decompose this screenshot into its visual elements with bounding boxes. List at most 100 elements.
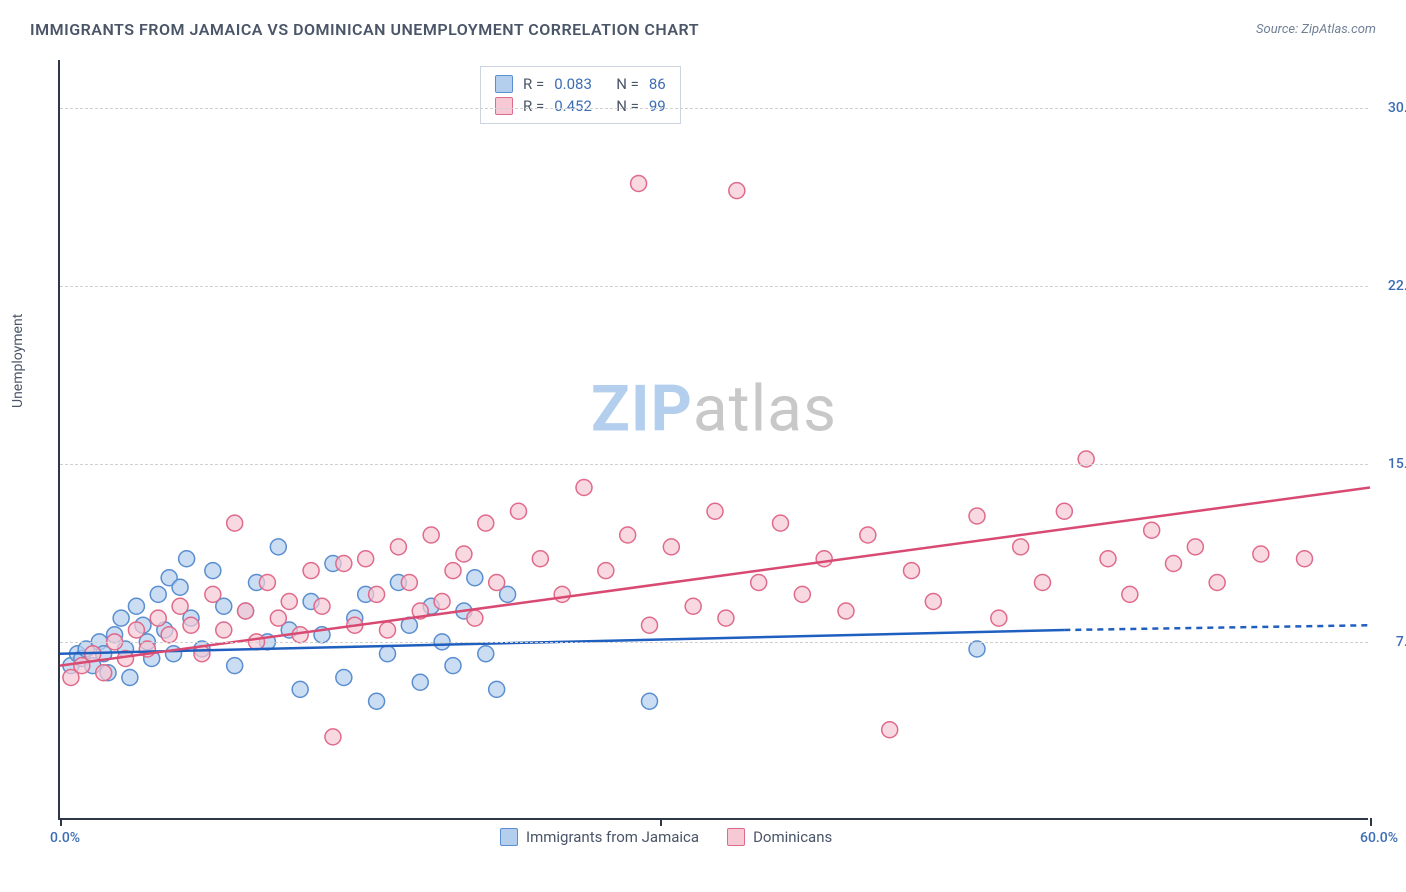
data-point xyxy=(172,598,188,614)
data-point xyxy=(150,610,166,626)
legend-series-label: Immigrants from Jamaica xyxy=(526,828,699,846)
data-point xyxy=(1253,546,1269,562)
data-point xyxy=(380,622,396,638)
legend-series-label: Dominicans xyxy=(753,828,832,846)
data-point xyxy=(380,646,396,662)
data-point xyxy=(369,586,385,602)
gridline xyxy=(60,642,1368,643)
data-point xyxy=(554,586,570,602)
legend-swatch xyxy=(500,828,518,846)
legend-swatch xyxy=(727,828,745,846)
data-point xyxy=(598,563,614,579)
trend-line-extrapolated xyxy=(1064,625,1370,630)
data-point xyxy=(685,598,701,614)
data-point xyxy=(336,670,352,686)
data-point xyxy=(511,503,527,519)
data-point xyxy=(303,563,319,579)
data-point xyxy=(925,594,941,610)
data-point xyxy=(969,508,985,524)
data-point xyxy=(631,176,647,192)
data-point xyxy=(227,658,243,674)
data-point xyxy=(423,527,439,543)
y-axis-label: Unemployment xyxy=(10,314,26,408)
data-point xyxy=(150,586,166,602)
x-tick-marker xyxy=(660,818,662,826)
data-point xyxy=(1013,539,1029,555)
data-point xyxy=(1209,575,1225,591)
y-tick-label: 15.0% xyxy=(1388,456,1406,472)
data-point xyxy=(128,598,144,614)
data-point xyxy=(172,579,188,595)
data-point xyxy=(1144,522,1160,538)
data-point xyxy=(166,646,182,662)
data-point xyxy=(113,610,129,626)
x-tick-label: 60.0% xyxy=(1360,830,1398,846)
y-tick-label: 22.5% xyxy=(1388,278,1406,294)
data-point xyxy=(205,563,221,579)
data-point xyxy=(794,586,810,602)
data-point xyxy=(718,610,734,626)
data-point xyxy=(445,563,461,579)
data-point xyxy=(642,617,658,633)
legend-series-item: Immigrants from Jamaica xyxy=(500,828,699,846)
data-point xyxy=(412,674,428,690)
data-point xyxy=(532,551,548,567)
data-point xyxy=(882,722,898,738)
data-point xyxy=(216,622,232,638)
data-point xyxy=(401,575,417,591)
legend-r-value: 0.083 xyxy=(554,75,606,93)
data-point xyxy=(1035,575,1051,591)
legend-n-label: N = xyxy=(616,97,639,115)
data-point xyxy=(489,681,505,697)
chart-source: Source: ZipAtlas.com xyxy=(1256,22,1376,37)
chart-header: IMMIGRANTS FROM JAMAICA VS DOMINICAN UNE… xyxy=(0,0,1406,49)
data-point xyxy=(259,575,275,591)
legend-swatch xyxy=(495,97,513,115)
data-point xyxy=(576,480,592,496)
data-point xyxy=(122,670,138,686)
data-point xyxy=(1187,539,1203,555)
data-point xyxy=(205,586,221,602)
data-point xyxy=(969,641,985,657)
x-tick-label: 0.0% xyxy=(50,830,80,846)
data-point xyxy=(179,551,195,567)
data-point xyxy=(1122,586,1138,602)
y-tick-label: 7.5% xyxy=(1396,634,1406,650)
data-point xyxy=(991,610,1007,626)
data-point xyxy=(390,539,406,555)
data-point xyxy=(128,622,144,638)
data-point xyxy=(456,546,472,562)
legend-correlation-box: R =0.083N =86R =0.452N =99 xyxy=(480,66,681,124)
legend-n-label: N = xyxy=(616,75,639,93)
legend-series-item: Dominicans xyxy=(727,828,832,846)
scatter-svg xyxy=(60,60,1368,818)
legend-r-label: R = xyxy=(523,75,544,93)
x-tick-marker xyxy=(60,818,62,826)
data-point xyxy=(227,515,243,531)
gridline xyxy=(60,108,1368,109)
data-point xyxy=(314,598,330,614)
data-point xyxy=(369,693,385,709)
y-tick-label: 30.0% xyxy=(1388,100,1406,116)
data-point xyxy=(773,515,789,531)
legend-n-value: 86 xyxy=(649,75,666,93)
data-point xyxy=(620,527,636,543)
data-point xyxy=(489,575,505,591)
data-point xyxy=(270,610,286,626)
data-point xyxy=(478,646,494,662)
data-point xyxy=(336,556,352,572)
data-point xyxy=(751,575,767,591)
data-point xyxy=(816,551,832,567)
data-point xyxy=(467,570,483,586)
data-point xyxy=(1166,556,1182,572)
data-point xyxy=(358,551,374,567)
data-point xyxy=(838,603,854,619)
legend-swatch xyxy=(495,75,513,93)
data-point xyxy=(1056,503,1072,519)
data-point xyxy=(860,527,876,543)
data-point xyxy=(281,594,297,610)
x-tick-marker xyxy=(1370,818,1372,826)
legend-r-value: 0.452 xyxy=(554,97,606,115)
data-point xyxy=(467,610,483,626)
gridline xyxy=(60,464,1368,465)
